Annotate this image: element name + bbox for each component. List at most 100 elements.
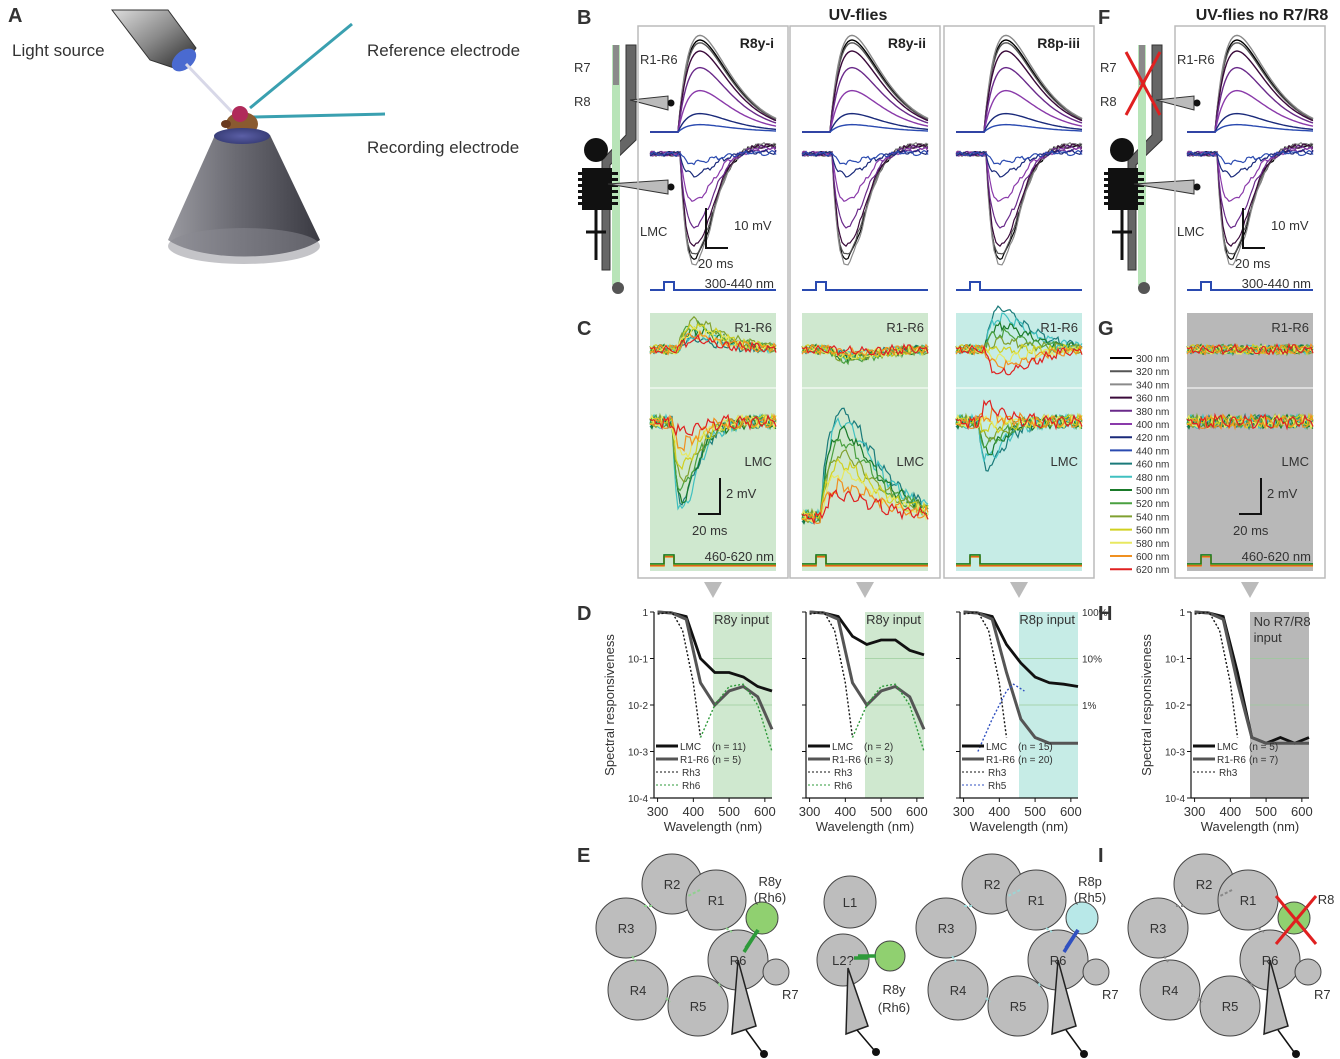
legend-item: 620 nm [1136, 565, 1169, 576]
stimulus-uv [802, 281, 928, 291]
electrode-tip [1193, 183, 1201, 191]
uv-trace-r1r6 [956, 123, 1083, 133]
lmc-label: LMC [640, 224, 667, 239]
legend-rh3: Rh3 [988, 768, 1007, 779]
cell-r7 [762, 958, 790, 986]
cell-r1-label: R1 [708, 893, 725, 908]
rh6-label: (Rh6) [878, 1000, 911, 1015]
green-trace-lmc [1186, 412, 1314, 431]
light-source-label: Light source [12, 41, 105, 60]
gap-junction-arrow [985, 997, 991, 1003]
input-label: R8y input [866, 612, 921, 627]
cell-r8 [745, 901, 779, 935]
r1r6-label: R1-R6 [734, 320, 772, 335]
gap-junction-arrow [1045, 927, 1053, 933]
gap-junction-arrow [1219, 889, 1233, 897]
lmc-soma [1110, 138, 1134, 162]
light-source-lamp [110, 9, 197, 72]
title-uv-flies-no-r7r8: UV-flies no R7/R8 [1196, 7, 1329, 24]
uv-trace-lmc [955, 148, 1083, 178]
uv-trace-lmc [801, 145, 929, 229]
r8-label: R8 [574, 94, 591, 109]
uv-trace-lmc [801, 149, 929, 166]
cartridge-tick [578, 178, 584, 181]
green-trace-lmc [1186, 413, 1314, 431]
reference-electrode [249, 22, 353, 110]
title-uv-flies: UV-flies [829, 7, 888, 24]
cell-r5 [1199, 975, 1261, 1037]
column-R8y-i: R8y-i R1-R6 LMC 10 mV 20 ms 300-440 nm R1-R6 LM… [602, 25, 789, 834]
uv-trace-lmc [955, 143, 1083, 255]
electrode-tip [760, 1050, 768, 1058]
cell-r7 [1082, 958, 1110, 986]
legend-r1r6: R1-R6 [986, 755, 1015, 766]
legend-lmc: LMC [986, 742, 1007, 753]
uv-trace-r1r6 [956, 112, 1083, 133]
cartridge-tick [1104, 184, 1110, 187]
cell-r1 [1005, 869, 1067, 931]
x-tick-label: 500 [870, 804, 892, 819]
scale-20ms: 20 ms [692, 523, 728, 538]
cell-r3-label: R3 [618, 921, 635, 936]
circuit-diagrams: R2R1R3R4R5R6R7R8y(Rh6)R2R1R3R4R5R6R7R8p(… [595, 853, 1334, 1058]
panel-letter-a: A [8, 5, 22, 27]
cell-r5 [667, 975, 729, 1037]
r8-type-label: R8y [758, 874, 782, 889]
uv-trace-lmc [649, 149, 777, 166]
cell-r4 [1139, 959, 1201, 1021]
percent-label: 100% [1082, 608, 1108, 619]
r8-label: R8 [1100, 94, 1117, 109]
scale-bar [1239, 478, 1262, 515]
stimulus-uv [956, 281, 1082, 291]
gap-junction-arrow [742, 929, 760, 953]
cartridge-tick [1138, 196, 1144, 199]
cell-r2-label: R2 [1196, 877, 1213, 892]
legend-n-r1r6: (n = 3) [864, 755, 893, 766]
panel-letter-g: G [1098, 318, 1114, 340]
recording-columns: R8y-i R1-R6 LMC 10 mV 20 ms 300-440 nm R1-R6 LM… [602, 25, 1326, 834]
terminal-icon [1138, 282, 1150, 294]
legend-item: 560 nm [1136, 526, 1169, 537]
legend-n-r1r6: (n = 5) [712, 755, 741, 766]
green-trace-r1r6 [649, 326, 777, 355]
cell-l1 [823, 875, 877, 929]
column-title: R8y-ii [888, 35, 926, 51]
lmc-label: LMC [745, 454, 772, 469]
cartridge-tick [578, 196, 584, 199]
x-tick-label: 400 [988, 804, 1010, 819]
column-frame [1174, 25, 1326, 579]
r1r6-label: R1-R6 [1040, 320, 1078, 335]
gap-junction-arrow [725, 927, 733, 933]
uv-trace-r1r6 [1187, 123, 1314, 133]
uv-trace-r1r6 [802, 42, 929, 133]
cell-r2-label: R2 [664, 877, 681, 892]
green-trace-lmc [649, 413, 777, 437]
uv-trace-lmc [1186, 141, 1314, 266]
cell-r1 [685, 869, 747, 931]
input-label-line1: No R7/R8 [1254, 614, 1311, 629]
column-frame [789, 25, 941, 579]
uv-trace-lmc [649, 145, 777, 229]
cell-r5-label: R5 [1010, 999, 1027, 1014]
r7-cell [613, 45, 619, 85]
legend-rh3: Rh3 [834, 768, 853, 779]
r8-cell [612, 45, 620, 285]
uv-trace-lmc [1186, 149, 1314, 166]
input-label: R8p input [1019, 612, 1075, 627]
y-tick-label: 10-1 [1165, 655, 1185, 666]
legend-n-lmc: (n = 15) [1018, 742, 1053, 753]
series-r1-r6 [657, 610, 774, 730]
r7-cell [1139, 45, 1145, 85]
uv-trace-lmc [801, 141, 929, 266]
green-trace-r1r6 [955, 344, 1083, 376]
circuit-lamina: L1 L2? R8y (Rh6) [816, 875, 911, 1056]
ommatidium-schematic-no-r7r8: R7 R8 [1100, 44, 1201, 294]
cartridge-tick [1104, 172, 1110, 175]
x-tick-label: 400 [834, 804, 856, 819]
uv-trace-lmc [955, 141, 1083, 266]
legend-item: 500 nm [1136, 486, 1169, 497]
cell-r3 [915, 897, 977, 959]
cartridge-tick [1138, 172, 1144, 175]
